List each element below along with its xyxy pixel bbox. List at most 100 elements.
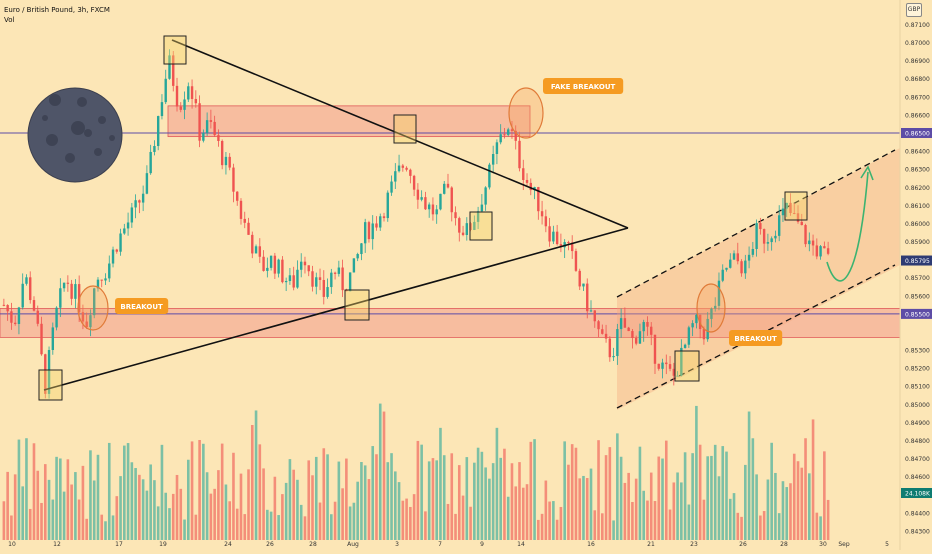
volume-bar [593, 510, 597, 540]
volume-bar [649, 472, 653, 540]
volume-bar [281, 494, 284, 540]
candles-group [2, 49, 830, 399]
candle-body [435, 209, 438, 215]
volume-bar [247, 469, 250, 540]
volume-bar [397, 482, 401, 540]
candle-body [529, 182, 532, 191]
volume-bar [337, 461, 341, 540]
candle-body [537, 187, 540, 212]
candle-body [424, 197, 427, 210]
volume-bar [235, 508, 239, 540]
candle-body [503, 134, 506, 136]
candle-body [661, 362, 664, 369]
candle-body [141, 193, 145, 203]
volume-bar [164, 492, 168, 540]
volume-bar [762, 511, 766, 540]
volume-bar [627, 472, 630, 540]
candle-body [397, 165, 401, 172]
candle-body [164, 78, 167, 103]
volume-bar [220, 443, 224, 540]
volume-bar [409, 506, 412, 540]
volume-bar [360, 461, 363, 540]
candle-body [642, 322, 645, 332]
volume-bar [149, 464, 152, 540]
volume-bar [570, 444, 574, 540]
candle-body [341, 267, 344, 291]
volume-bar [785, 487, 789, 540]
candle-body [269, 255, 273, 268]
candle-body [747, 254, 751, 261]
volume-bar [725, 451, 728, 540]
channel-upper-line [616, 149, 896, 298]
candle-body [766, 242, 770, 244]
candle-body [85, 321, 88, 328]
volume-bar [604, 455, 608, 540]
volume-bar [292, 469, 295, 540]
candle-body [634, 338, 638, 344]
price-tick: 0.86100 [905, 203, 930, 210]
candle-body [762, 229, 766, 244]
time-tick: 26 [739, 541, 747, 548]
volume-bar [706, 456, 709, 540]
volume-bar [638, 446, 642, 540]
moon-crater [46, 134, 58, 146]
candle-body [292, 275, 295, 288]
time-tick: 24 [224, 541, 232, 548]
volume-bar [126, 443, 130, 540]
price-tick: 0.86700 [905, 94, 930, 101]
volume-bar [202, 443, 205, 540]
candle-body [578, 270, 581, 287]
volume-bar [74, 472, 77, 540]
time-tick: 7 [438, 541, 442, 548]
candle-body [32, 300, 36, 311]
candle-body [386, 192, 389, 219]
time-tick: Aug [347, 541, 359, 548]
currency-badge[interactable]: GBP [906, 3, 922, 17]
candle-body [198, 103, 201, 141]
candle-body [194, 98, 198, 104]
volume-bar [21, 486, 24, 540]
candle-body [25, 277, 28, 284]
volume-bar [664, 440, 668, 540]
time-tick: 16 [587, 541, 595, 548]
volume-bar [318, 502, 322, 540]
price-label-bg-3 [901, 488, 932, 498]
volume-bar [815, 512, 819, 540]
volume-bar [187, 459, 190, 540]
volume-bar [269, 511, 273, 540]
volume-bar [367, 479, 371, 540]
candle-body [559, 244, 563, 248]
volume-label: Vol [4, 16, 15, 24]
candle-body [563, 242, 566, 248]
candle-body [785, 202, 788, 209]
volume-bar [616, 433, 619, 540]
moon-crater [94, 148, 102, 156]
candle-body [650, 326, 653, 335]
volume-bar [435, 460, 438, 540]
volume-bar [386, 462, 390, 540]
candle-body [695, 314, 698, 324]
candle-body [356, 254, 359, 259]
volume-bar [134, 468, 137, 540]
moon-crater [65, 153, 75, 163]
volume-bar [168, 508, 171, 540]
volume-bar [115, 496, 119, 540]
moon-crater [77, 97, 87, 107]
price-tick: 0.85900 [905, 239, 930, 246]
volume-bar [450, 453, 454, 540]
candle-body [777, 215, 781, 236]
candle-body [469, 223, 472, 231]
candle-body [322, 279, 325, 297]
moon-disc [27, 87, 123, 183]
candle-body [473, 221, 476, 231]
volume-bar [6, 471, 9, 540]
candle-body [247, 222, 250, 235]
volume-bar [205, 472, 209, 540]
volume-bar [612, 520, 615, 540]
candle-body [123, 228, 126, 234]
candle-body [586, 283, 589, 312]
candle-body [315, 277, 318, 287]
candle-body [439, 193, 442, 210]
